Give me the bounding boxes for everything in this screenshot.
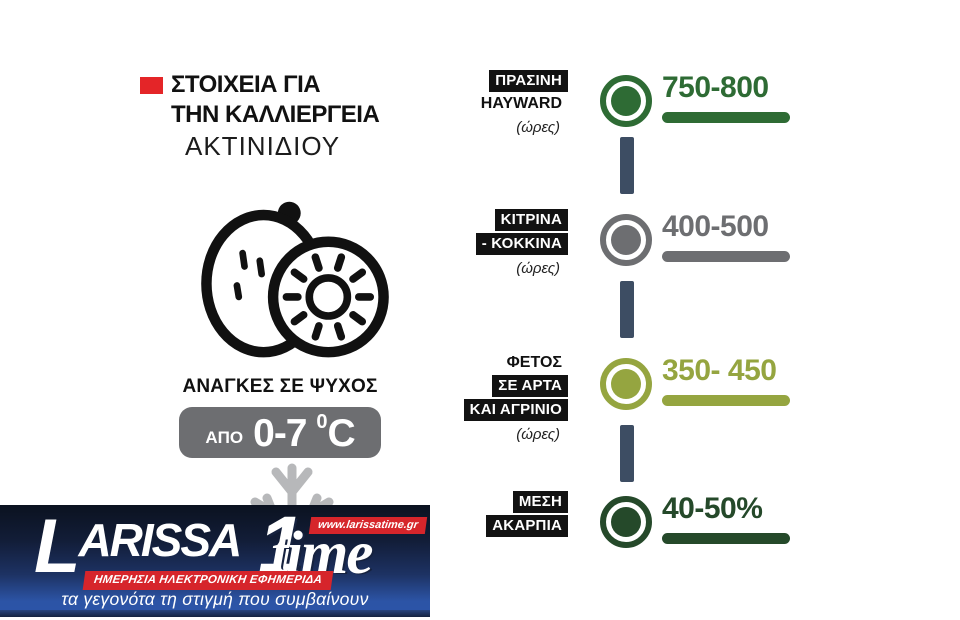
label-text: ΠΡΑΣΙΝΗ [489,70,568,92]
label-text: ΚΙΤΡΙΝΑ [494,209,568,231]
bullet-circle-icon [600,496,652,548]
unit-label: (ώρες) [516,119,560,136]
value-underline-bar [662,251,790,262]
label-text: ΣΕ ΑΡΤΑ [492,375,568,397]
bullet-circle-icon [600,75,652,127]
bullet-circle-icon [600,214,652,266]
timeline-connector [620,137,634,194]
timeline-row-akarpia: ΜΕΣΗ ΑΚΑΡΠΙΑ 40-50% [470,491,800,556]
title-line-2: ΤΗΝ ΚΑΛΛΙΕΡΓΕΙΑ [171,101,380,128]
row-value: 750-800 [662,71,769,104]
row-value: 40-50% [662,492,763,525]
banner-bottom-strip [0,610,430,617]
value-underline-bar [662,112,790,123]
row-label: ΦΕΤΟΣ ΣΕ ΑΡΤΑ ΚΑΙ ΑΓΡΙΝΙΟ (ώρες) [463,353,568,445]
bullet-dot [611,86,641,116]
bullet-dot [611,507,641,537]
label-text: HAYWARD [480,95,562,112]
row-label: ΠΡΑΣΙΝΗ HAYWARD (ώρες) [475,70,568,138]
label-text: ΚΑΙ ΑΓΡΙΝΙΟ [463,399,568,421]
logo-subtitle-strip: ΗΜΕΡΗΣΙΑ ΗΛΕΚΤΡΟΝΙΚΗ ΕΦΗΜΕΡΙΔΑ [82,571,334,590]
timeline-row-arta-agrinio: ΦΕΤΟΣ ΣΕ ΑΡΤΑ ΚΑΙ ΑΓΡΙΝΙΟ (ώρες) 350- 45… [463,354,800,442]
timeline-row-yellow-red: ΚΙΤΡΙΝΑ - ΚΟΚΚΙΝΑ (ώρες) 400-500 [470,209,800,276]
bullet-dot [611,369,641,399]
kiwi-fruit-icon [195,190,395,367]
website-url-badge[interactable]: www.larissatime.gr [308,517,428,534]
title-line-3: ΑΚΤΙΝΙΔΙΟΥ [185,131,341,161]
row-value: 400-500 [662,210,769,243]
bullet-dot [611,225,641,255]
page-title: ΣΤΟΙΧΕΙΑ ΓΙΑ ΤΗΝ ΚΑΛΛΙΕΡΓΕΙΑ ΑΚΤΙΝΙΔΙΟΥ [140,70,380,162]
row-label: ΜΕΣΗ ΑΚΑΡΠΙΑ [486,491,568,539]
value-underline-bar [662,395,790,406]
temperature-badge: ΑΠΟ 0-7 0C [179,407,381,458]
title-line-1: ΣΤΟΙΧΕΙΑ ΓΙΑ [171,71,321,98]
temperature-value: 0-7 0C [253,411,356,455]
label-text: ΦΕΤΟΣ [506,354,562,371]
value-underline-bar [662,533,790,544]
brand-letters-arissa: ARISSA [78,514,242,566]
timeline-row-hayward: ΠΡΑΣΙΝΗ HAYWARD (ώρες) 750-800 [470,70,800,135]
brand-letter-l: L [34,505,80,589]
cold-needs-heading: ΑΝΑΓΚΕΣ ΣΕ ΨΥΧΟΣ [182,376,378,397]
label-text: ΜΕΣΗ [512,491,568,513]
row-label: ΚΙΤΡΙΝΑ - ΚΟΚΚΙΝΑ (ώρες) [475,209,568,279]
row-value: 350- 450 [662,354,777,387]
temperature-prefix: ΑΠΟ [205,427,244,447]
label-text: - ΚΟΚΚΙΝΑ [475,233,568,255]
timeline-connector [620,425,634,482]
larissatime-wordmark: L ARISSA [34,505,242,589]
red-bullet-square [140,76,163,94]
logo-tagline: τα γεγονότα τη στιγμή που συμβαίνουν [61,589,369,609]
unit-label: (ώρες) [516,426,560,443]
bullet-circle-icon [600,358,652,410]
unit-label: (ώρες) [516,260,560,277]
timeline-connector [620,281,634,338]
label-text: ΑΚΑΡΠΙΑ [486,515,568,537]
larissatime-logo-banner[interactable]: L ARISSA 1 time www.larissatime.gr ΗΜΕΡΗ… [0,505,430,617]
